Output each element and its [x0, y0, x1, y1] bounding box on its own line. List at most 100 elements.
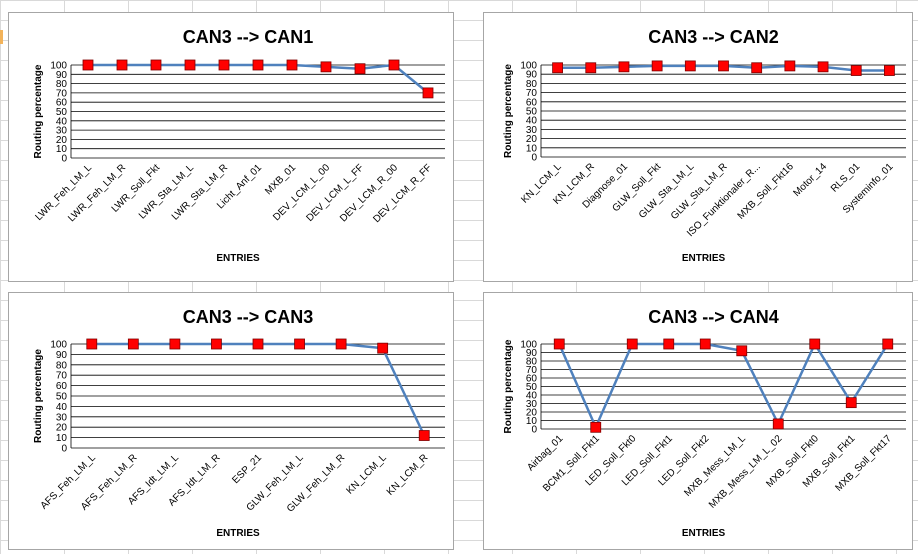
x-axis-label: ENTRIES [216, 253, 260, 264]
chart-title: CAN3 --> CAN3 [183, 307, 314, 327]
chart-title: CAN3 --> CAN2 [648, 27, 779, 47]
data-point-marker[interactable] [86, 338, 98, 350]
x-tick-label: LWR_Feh_LM_R [66, 162, 128, 224]
data-point-marker[interactable] [626, 338, 638, 350]
y-tick-label: 20 [526, 408, 538, 419]
data-point-marker[interactable] [809, 338, 821, 350]
y-tick-label: 20 [526, 134, 538, 145]
data-point-marker[interactable] [882, 338, 894, 350]
y-tick-label: 40 [526, 116, 538, 127]
data-point-marker[interactable] [590, 421, 602, 433]
x-tick-label: Motor_14 [792, 161, 830, 199]
data-point-marker[interactable] [736, 345, 748, 357]
x-tick-label: MXB_Mess_LM_L_02 [707, 433, 785, 511]
y-tick-label: 10 [526, 416, 538, 427]
y-tick-label: 80 [526, 79, 538, 90]
y-tick-label: 20 [56, 423, 68, 434]
x-tick-label: DEV_LCM_R_00 [338, 162, 400, 224]
x-tick-label: ESP_21 [230, 452, 264, 486]
y-tick-label: 30 [526, 125, 538, 136]
data-point-marker[interactable] [585, 62, 597, 74]
data-point-marker[interactable] [884, 65, 895, 76]
data-point-marker[interactable] [218, 59, 230, 71]
data-point-marker[interactable] [784, 60, 796, 72]
y-tick-label: 80 [56, 79, 68, 90]
chart-can3-can3[interactable]: CAN3 --> CAN3 0 10 20 30 40 50 60 70 80 90 100 Routi… [8, 292, 454, 550]
data-point-marker[interactable] [150, 59, 162, 71]
data-point-marker[interactable] [388, 59, 400, 71]
y-tick-label: 90 [526, 70, 538, 81]
y-tick-label: 40 [56, 402, 68, 413]
y-tick-label: 0 [61, 154, 67, 165]
chart-can3-can2[interactable]: CAN3 --> CAN2 0 10 20 30 40 50 60 70 80 90 100 Routi… [483, 12, 913, 282]
y-tick-label: 30 [56, 412, 68, 423]
series-line [91, 342, 426, 437]
x-axis-label: ENTRIES [682, 528, 726, 539]
y-tick-label: 50 [56, 107, 68, 118]
x-tick-label: DEV_LCM_R_FF [371, 162, 434, 225]
y-tick-label: 100 [50, 340, 67, 351]
data-point-marker[interactable] [845, 397, 857, 409]
x-tick-label: LWR_Feh_LM_L [33, 162, 94, 223]
y-axis-label: Routing percentage [503, 339, 514, 433]
y-tick-label: 100 [50, 61, 67, 72]
chart-can3-can4[interactable]: CAN3 --> CAN4 0 10 20 30 40 50 60 70 80 90 100 Routi… [483, 292, 913, 550]
data-point-marker[interactable] [651, 60, 663, 72]
y-tick-label: 60 [526, 374, 538, 385]
y-tick-label: 90 [526, 348, 538, 359]
data-point-marker[interactable] [552, 62, 563, 74]
y-tick-label: 0 [61, 444, 67, 455]
data-point-marker[interactable] [418, 430, 430, 441]
data-point-marker[interactable] [169, 338, 181, 350]
data-point-marker[interactable] [684, 60, 696, 72]
x-tick-label: MXB_01 [263, 162, 298, 197]
y-tick-label: 10 [56, 433, 68, 444]
chart-title: CAN3 --> CAN1 [183, 27, 314, 47]
data-point-marker[interactable] [320, 61, 332, 73]
x-tick-label: MXB_Mess_LM_L [682, 433, 748, 499]
y-tick-label: 30 [56, 126, 68, 137]
y-tick-label: 10 [56, 144, 68, 155]
x-tick-label: RLS_01 [829, 161, 863, 195]
data-point-marker[interactable] [699, 338, 711, 350]
data-point-marker[interactable] [335, 338, 347, 350]
data-point-marker[interactable] [286, 59, 298, 71]
y-tick-label: 80 [56, 360, 68, 371]
y-tick-label: 90 [56, 70, 68, 81]
series-line [558, 341, 889, 431]
data-point-marker[interactable] [817, 61, 829, 73]
y-tick-label: 40 [526, 391, 538, 402]
y-tick-label: 0 [531, 153, 537, 164]
data-point-marker[interactable] [422, 87, 434, 99]
data-point-marker[interactable] [553, 338, 565, 350]
y-tick-label: 50 [56, 392, 68, 403]
chart-can3-can1[interactable]: CAN3 --> CAN1 0 10 20 30 40 50 60 70 80 90 100 Routi… [8, 12, 454, 282]
data-point-marker[interactable] [127, 338, 139, 350]
data-point-marker[interactable] [618, 61, 630, 73]
data-point-marker[interactable] [252, 338, 264, 350]
data-point-marker[interactable] [772, 418, 784, 430]
data-point-marker[interactable] [211, 338, 222, 350]
data-point-marker[interactable] [377, 342, 389, 354]
data-point-marker[interactable] [184, 59, 196, 71]
data-point-marker[interactable] [850, 65, 862, 76]
x-tick-label: GLW_Sta_LM_R [669, 161, 730, 222]
data-point-marker[interactable] [751, 62, 763, 74]
y-tick-label: 20 [56, 135, 68, 146]
y-tick-label: 70 [56, 88, 68, 99]
data-point-marker[interactable] [294, 338, 305, 350]
y-tick-label: 70 [56, 371, 68, 382]
y-axis-label: Routing percentage [33, 64, 44, 158]
data-point-marker[interactable] [82, 59, 94, 71]
y-tick-label: 0 [531, 425, 537, 436]
data-point-marker[interactable] [718, 60, 729, 72]
data-point-marker[interactable] [354, 63, 366, 75]
y-tick-label: 50 [526, 107, 538, 118]
data-point-marker[interactable] [116, 59, 128, 71]
y-tick-label: 100 [520, 340, 537, 351]
y-tick-label: 60 [56, 381, 68, 392]
data-point-marker[interactable] [663, 338, 675, 350]
y-tick-label: 60 [56, 98, 68, 109]
data-point-marker[interactable] [252, 59, 264, 71]
y-tick-label: 90 [56, 350, 68, 361]
